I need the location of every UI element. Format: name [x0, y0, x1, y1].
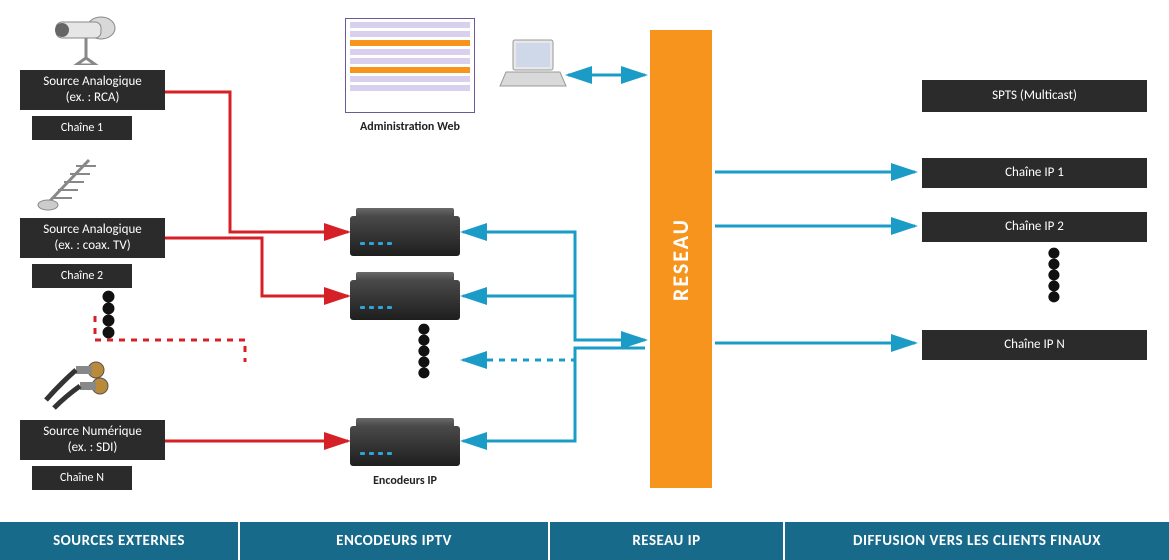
output-c2: Chaîne IP 2 — [922, 212, 1147, 242]
encoder-3 — [350, 418, 460, 468]
sdi-connector-icon — [36, 358, 116, 413]
encoder-2 — [350, 272, 460, 322]
laptop-icon — [498, 36, 568, 96]
source-3-sub: (ex. : SDI) — [68, 440, 118, 456]
source-1-title: Source Analogique (ex. : RCA) — [20, 70, 165, 110]
footer-c4: DIFFUSION VERS LES CLIENTS FINAUX — [785, 522, 1169, 560]
camera-icon — [36, 10, 116, 65]
source-3-title: Source Numérique (ex. : SDI) — [20, 420, 165, 460]
source-3-chan: Chaîne N — [32, 466, 132, 490]
output-spts-text: SPTS (Multicast) — [992, 88, 1077, 104]
source-1-chan: Chaîne 1 — [32, 116, 132, 140]
admin-caption: Administration Web — [340, 120, 480, 134]
admin-screenshot — [345, 18, 475, 113]
output-c1-text: Chaîne IP 1 — [1005, 165, 1064, 181]
source-vdots: •••• — [92, 290, 127, 338]
encoder-1 — [350, 208, 460, 258]
output-spts: SPTS (Multicast) — [922, 80, 1147, 112]
source-3-title-text: Source Numérique — [43, 424, 142, 440]
output-cn-text: Chaîne IP N — [1004, 337, 1065, 353]
source-2-title-text: Source Analogique — [43, 222, 142, 238]
source-3-chan-text: Chaîne N — [60, 471, 104, 485]
antenna-icon — [34, 150, 119, 212]
encoders-caption: Encodeurs IP — [350, 474, 460, 488]
source-1-chan-text: Chaîne 1 — [61, 121, 103, 135]
footer: SOURCES EXTERNES ENCODEURS IPTV RESEAU I… — [0, 522, 1169, 560]
output-c1: Chaîne IP 1 — [922, 158, 1147, 188]
source-2-chan-text: Chaîne 2 — [61, 269, 103, 283]
reseau-block: RESEAU — [650, 30, 712, 488]
footer-c3: RESEAU IP — [550, 522, 785, 560]
output-vdots: ••••• — [1039, 247, 1071, 302]
footer-c1: SOURCES EXTERNES — [0, 522, 240, 560]
encoder-vdots: ••••• — [409, 323, 441, 378]
source-1-sub: (ex. : RCA) — [66, 90, 120, 106]
reseau-label: RESEAU — [668, 217, 695, 300]
output-c2-text: Chaîne IP 2 — [1005, 219, 1064, 235]
source-2-chan: Chaîne 2 — [32, 264, 132, 288]
source-2-title: Source Analogique (ex. : coax. TV) — [20, 218, 165, 258]
output-cn: Chaîne IP N — [922, 330, 1147, 360]
source-2-sub: (ex. : coax. TV) — [54, 238, 130, 254]
footer-c2: ENCODEURS IPTV — [240, 522, 550, 560]
source-1-title-text: Source Analogique — [43, 74, 142, 90]
